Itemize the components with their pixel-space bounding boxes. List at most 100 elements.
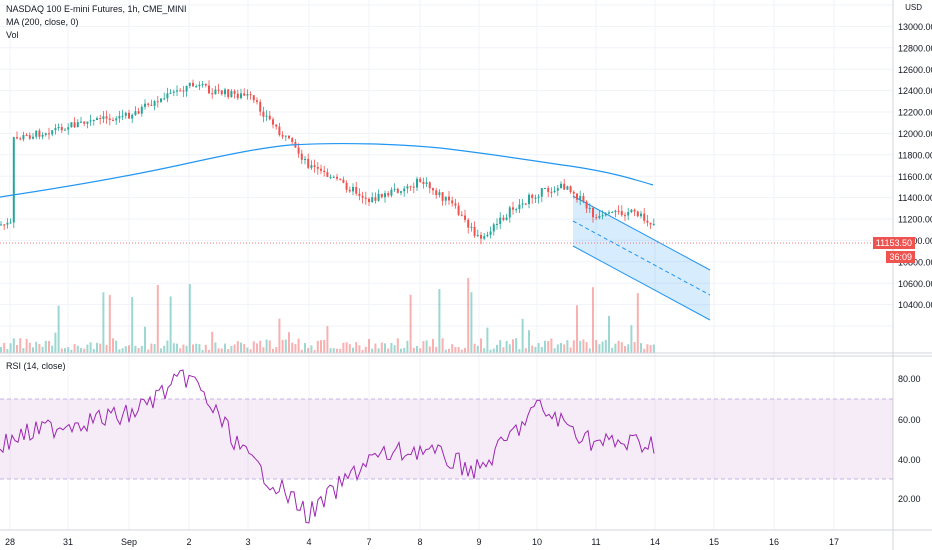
volume-bar <box>108 294 111 353</box>
candle-body <box>6 222 9 225</box>
candle-body <box>492 224 495 232</box>
candle-body <box>124 112 127 116</box>
time-axis[interactable]: 28 31 Sep 2 3 4 7 8 9 10 11 14 15 16 17 <box>5 537 839 547</box>
volume-bar <box>128 345 130 353</box>
volume-legend[interactable]: Vol <box>6 30 19 40</box>
volume-bar <box>528 330 530 353</box>
candle-body <box>614 210 617 213</box>
candle-body <box>476 234 479 236</box>
candle-body <box>188 82 191 87</box>
candle-body <box>384 193 386 198</box>
candle-body <box>76 122 79 128</box>
volume-bar <box>32 347 34 353</box>
volume-bar <box>470 292 473 353</box>
volume-bar <box>534 346 537 353</box>
volume-bar <box>243 344 246 353</box>
volume-bar <box>515 338 518 353</box>
candle-body <box>144 103 146 107</box>
candle-body <box>137 111 140 114</box>
candle-body <box>156 101 159 103</box>
candle-body <box>96 118 98 120</box>
candle-body <box>380 193 383 198</box>
rsi-tick-label: 40.00 <box>898 455 921 465</box>
candle-body <box>246 94 249 96</box>
volume-bar <box>611 347 614 353</box>
candle-body <box>374 197 377 201</box>
volume-bars <box>0 278 655 353</box>
candle-body <box>441 192 444 201</box>
candle-body <box>566 186 569 190</box>
volume-bar <box>627 344 630 353</box>
volume-bar <box>262 347 265 353</box>
candle-body <box>153 101 156 106</box>
volume-bar <box>374 343 377 353</box>
volume-bar <box>521 318 524 353</box>
volume-bar <box>512 339 514 353</box>
symbol-legend[interactable]: NASDAQ 100 E-mini Futures, 1h, CME_MINI <box>6 4 187 14</box>
rsi-axis[interactable]: 80.00 60.00 40.00 20.00 <box>898 374 921 504</box>
candle-body <box>403 188 406 192</box>
rsi-tick-label: 20.00 <box>898 494 921 504</box>
volume-bar <box>579 340 582 353</box>
time-tick-label: 10 <box>532 537 542 547</box>
candle-body <box>553 190 556 192</box>
price-tick-label: 13000.00 <box>898 22 932 32</box>
volume-bar <box>540 347 543 353</box>
volume-bar <box>329 348 332 353</box>
volume-bar <box>646 344 649 353</box>
volume-bar <box>73 344 76 353</box>
volume-bar <box>614 343 617 353</box>
candle-body <box>284 135 287 137</box>
volume-bar <box>438 288 441 353</box>
volume-bar <box>384 343 386 353</box>
volume-bar <box>547 341 550 353</box>
volume-bar <box>249 349 252 353</box>
candle-body <box>3 224 6 226</box>
time-tick-label: 7 <box>366 537 371 547</box>
time-tick-label: 2 <box>186 537 191 547</box>
volume-bar <box>83 348 86 353</box>
candle-body <box>208 85 210 94</box>
candle-body <box>243 93 246 96</box>
volume-bar <box>185 345 188 353</box>
volume-bar <box>64 348 66 353</box>
ma-legend[interactable]: MA (200, close, 0) <box>6 17 79 27</box>
volume-bar <box>201 349 204 353</box>
candle-body <box>611 212 614 214</box>
rsi-legend[interactable]: RSI (14, close) <box>6 361 66 371</box>
volume-bar <box>89 342 92 353</box>
candle-body <box>310 165 313 168</box>
candle-body <box>163 98 166 100</box>
candle-body <box>99 118 102 120</box>
volume-bar <box>457 347 460 353</box>
volume-bar <box>22 348 25 353</box>
volume-bar <box>144 326 146 353</box>
candle-body <box>406 186 409 189</box>
candle-body <box>313 165 316 168</box>
volume-bar <box>67 347 70 353</box>
candle-body <box>617 210 620 212</box>
candle-body <box>300 153 303 160</box>
candle-body <box>38 130 41 137</box>
volume-bar <box>553 348 556 353</box>
volume-bar <box>278 318 281 353</box>
candle-body <box>643 213 646 221</box>
candle-body <box>640 213 642 217</box>
price-axis[interactable]: 13000.00 12800.00 12600.00 12400.00 12200.00… <box>898 22 932 310</box>
candle-body <box>233 91 236 94</box>
volume-bar <box>406 340 409 353</box>
candle-body <box>272 119 274 125</box>
candle-body <box>342 179 345 183</box>
candle-body <box>22 135 25 140</box>
volume-bar <box>563 344 566 353</box>
volume-bar <box>348 344 351 353</box>
volume-bar <box>236 341 239 353</box>
volume-bar <box>265 339 268 353</box>
volume-bar <box>211 331 214 353</box>
parallel-channel-drawing[interactable] <box>572 195 711 321</box>
candle-body <box>505 217 508 220</box>
candle-body <box>70 122 73 128</box>
volume-bar <box>560 343 562 353</box>
volume-bar <box>166 340 169 353</box>
